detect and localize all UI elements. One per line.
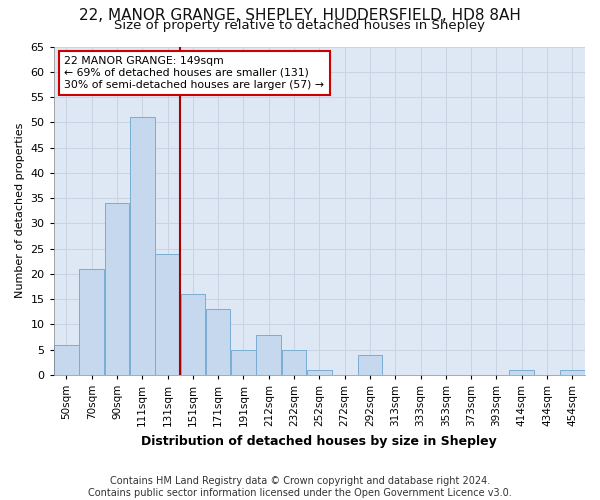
Text: 22 MANOR GRANGE: 149sqm
← 69% of detached houses are smaller (131)
30% of semi-d: 22 MANOR GRANGE: 149sqm ← 69% of detache…	[64, 56, 325, 90]
Bar	[256, 334, 281, 375]
Bar	[104, 203, 129, 375]
Text: Contains HM Land Registry data © Crown copyright and database right 2024.
Contai: Contains HM Land Registry data © Crown c…	[88, 476, 512, 498]
Bar	[206, 310, 230, 375]
X-axis label: Distribution of detached houses by size in Shepley: Distribution of detached houses by size …	[142, 434, 497, 448]
Bar	[509, 370, 534, 375]
Bar	[560, 370, 584, 375]
Text: 22, MANOR GRANGE, SHEPLEY, HUDDERSFIELD, HD8 8AH: 22, MANOR GRANGE, SHEPLEY, HUDDERSFIELD,…	[79, 8, 521, 22]
Y-axis label: Number of detached properties: Number of detached properties	[15, 123, 25, 298]
Bar	[358, 355, 382, 375]
Text: Size of property relative to detached houses in Shepley: Size of property relative to detached ho…	[115, 18, 485, 32]
Bar	[54, 344, 79, 375]
Bar	[282, 350, 307, 375]
Bar	[130, 118, 155, 375]
Bar	[231, 350, 256, 375]
Bar	[79, 269, 104, 375]
Bar	[181, 294, 205, 375]
Bar	[307, 370, 332, 375]
Bar	[155, 254, 180, 375]
